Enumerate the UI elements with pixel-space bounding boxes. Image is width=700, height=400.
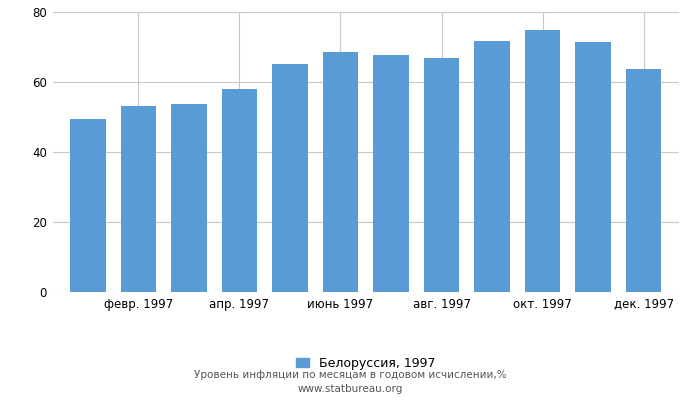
Bar (424, 58, 459, 292)
Bar (525, 30, 560, 292)
Bar (626, 69, 662, 292)
Bar (70, 119, 106, 292)
Bar (222, 89, 257, 292)
Bar (373, 56, 409, 292)
Bar (323, 52, 358, 292)
Text: www.statbureau.org: www.statbureau.org (298, 384, 402, 394)
Bar (272, 64, 307, 292)
Text: Уровень инфляции по месяцам в годовом исчислении,%: Уровень инфляции по месяцам в годовом ис… (194, 370, 506, 380)
Bar (120, 106, 156, 292)
Bar (475, 42, 510, 292)
Bar (172, 104, 206, 292)
Legend: Белоруссия, 1997: Белоруссия, 1997 (296, 357, 435, 370)
Bar (575, 42, 611, 292)
